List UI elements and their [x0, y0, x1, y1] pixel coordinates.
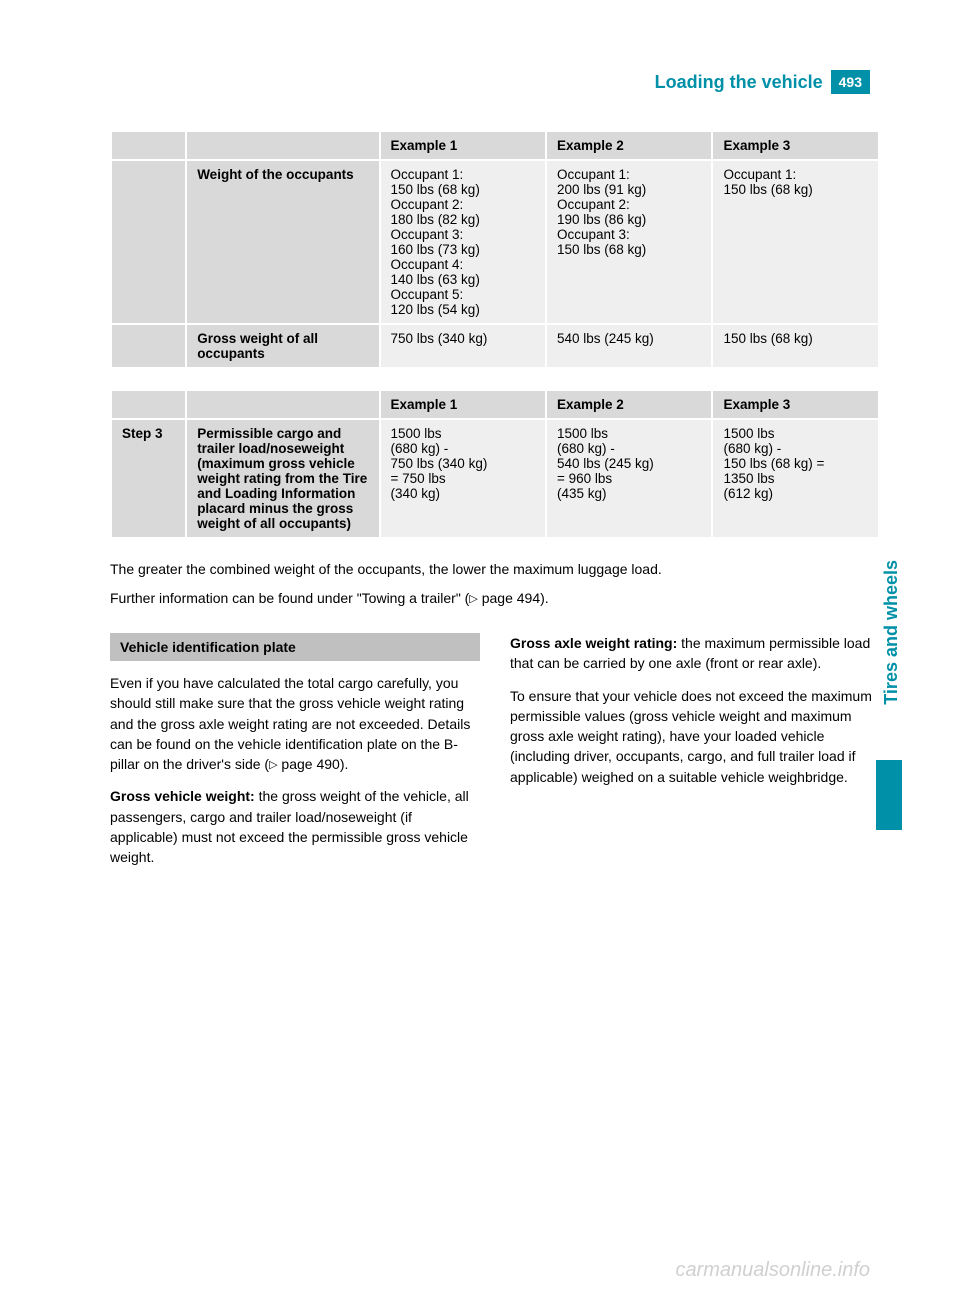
summary-paragraph-1: The greater the combined weight of the o…: [110, 559, 880, 580]
right-column: Gross axle weight rating: the maximum pe…: [510, 633, 880, 880]
occupant-weight-table: Example 1 Example 2 Example 3 Weight of …: [110, 130, 880, 369]
left-column: Vehicle identification plate Even if you…: [110, 633, 480, 880]
table-row: Step 3 Permissible cargo and trailer loa…: [111, 419, 879, 538]
value-cell: Occupant 1: 200 lbs (91 kg) Occupant 2: …: [546, 160, 712, 324]
body-paragraph: Gross vehicle weight: the gross weight o…: [110, 786, 480, 867]
summary-paragraph-2: Further information can be found under "…: [110, 588, 880, 609]
watermark: carmanualsonline.info: [675, 1259, 870, 1282]
table-row: Weight of the occupants Occupant 1: 150 …: [111, 160, 879, 324]
value-cell: 1500 lbs (680 kg) - 540 lbs (245 kg) = 9…: [546, 419, 712, 538]
table-header-cell: Example 1: [380, 390, 546, 419]
bold-term: Gross axle weight rating:: [510, 635, 677, 651]
table-header-cell: Example 2: [546, 131, 712, 160]
section-heading: Vehicle identification plate: [110, 633, 480, 661]
value-cell: 540 lbs (245 kg): [546, 324, 712, 368]
text-fragment: page 490).: [278, 756, 349, 772]
table-header-cell: [111, 131, 186, 160]
two-column-section: Vehicle identification plate Even if you…: [110, 633, 880, 880]
text-fragment: Further information can be found under "…: [110, 590, 469, 606]
page-number: 493: [831, 70, 870, 94]
value-cell: 1500 lbs (680 kg) - 150 lbs (68 kg) = 13…: [712, 419, 879, 538]
body-paragraph: Even if you have calculated the total ca…: [110, 673, 480, 774]
step-cell: [111, 160, 186, 324]
value-cell: Occupant 1: 150 lbs (68 kg): [712, 160, 879, 324]
table-row: Gross weight of all occupants 750 lbs (3…: [111, 324, 879, 368]
table-header-cell: [111, 390, 186, 419]
table-header-row: Example 1 Example 2 Example 3: [111, 131, 879, 160]
value-cell: 750 lbs (340 kg): [380, 324, 546, 368]
table-header-cell: [186, 131, 379, 160]
table-header-cell: Example 2: [546, 390, 712, 419]
side-tab-label: Tires and wheels: [881, 560, 902, 705]
label-cell: Permissible cargo and trailer load/nosew…: [186, 419, 379, 538]
body-paragraph: To ensure that your vehicle does not exc…: [510, 686, 880, 787]
value-cell: Occupant 1: 150 lbs (68 kg) Occupant 2: …: [380, 160, 546, 324]
table-header-cell: Example 3: [712, 131, 879, 160]
table-header-cell: [186, 390, 379, 419]
reference-triangle-icon: ▷: [469, 591, 477, 608]
bold-term: Gross vehicle weight:: [110, 788, 255, 804]
value-cell: 1500 lbs (680 kg) - 750 lbs (340 kg) = 7…: [380, 419, 546, 538]
table-header-row: Example 1 Example 2 Example 3: [111, 390, 879, 419]
table-header-cell: Example 1: [380, 131, 546, 160]
main-content: Example 1 Example 2 Example 3 Weight of …: [110, 130, 880, 880]
body-paragraph: Gross axle weight rating: the maximum pe…: [510, 633, 880, 674]
label-cell: Weight of the occupants: [186, 160, 379, 324]
label-cell: Gross weight of all occupants: [186, 324, 379, 368]
header-title: Loading the vehicle: [655, 72, 823, 93]
page-header: Loading the vehicle 493: [655, 70, 870, 94]
step-cell: [111, 324, 186, 368]
step-cell: Step 3: [111, 419, 186, 538]
value-cell: 150 lbs (68 kg): [712, 324, 879, 368]
text-fragment: page 494).: [478, 590, 549, 606]
cargo-load-table: Example 1 Example 2 Example 3 Step 3 Per…: [110, 389, 880, 539]
reference-triangle-icon: ▷: [269, 758, 277, 774]
table-header-cell: Example 3: [712, 390, 879, 419]
